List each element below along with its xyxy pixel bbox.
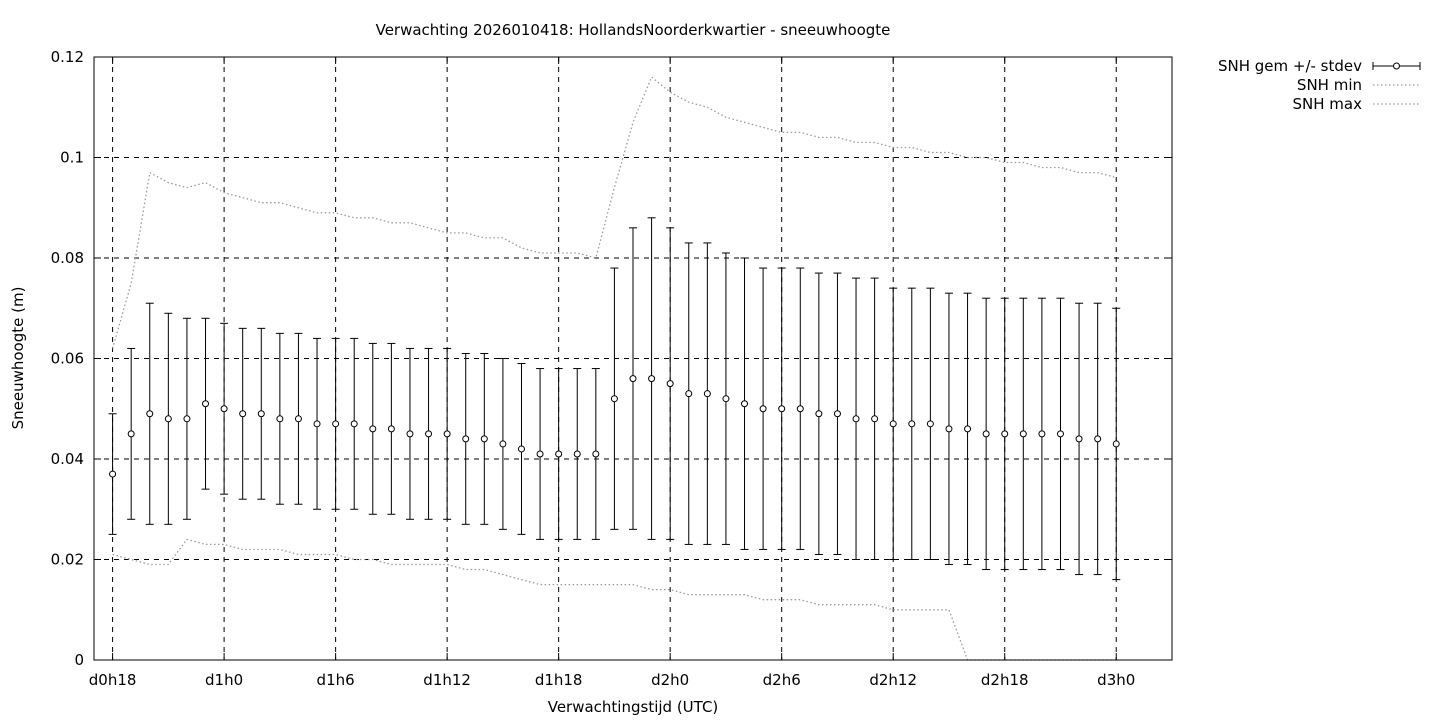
- mean-point: [815, 410, 823, 418]
- y-tick-label: 0.02: [51, 551, 84, 569]
- mean-point: [499, 440, 507, 448]
- legend-swatch-marker: [1393, 62, 1400, 70]
- mean-point: [685, 390, 693, 398]
- x-tick-label: d2h18: [981, 671, 1029, 689]
- mean-point: [1038, 430, 1046, 438]
- series-snh-mean: [108, 217, 1121, 581]
- mean-point: [573, 450, 581, 458]
- mean-point: [462, 435, 470, 443]
- mean-point: [648, 375, 656, 383]
- mean-point: [387, 425, 395, 433]
- x-tick-label: d0h18: [89, 671, 137, 689]
- mean-point: [239, 410, 247, 418]
- legend-label: SNH max: [1293, 95, 1363, 113]
- x-tick-label: d2h6: [763, 671, 801, 689]
- mean-point: [741, 400, 749, 408]
- mean-point: [127, 430, 135, 438]
- mean-point: [276, 415, 284, 423]
- x-tick-label: d1h18: [535, 671, 583, 689]
- mean-point: [1112, 440, 1120, 448]
- plot-frame: [93, 56, 1173, 661]
- mean-point: [202, 400, 210, 408]
- mean-point: [926, 420, 934, 428]
- mean-point: [666, 380, 674, 388]
- y-axis-label: Sneeuwhoogte (m): [9, 287, 27, 430]
- mean-point: [610, 395, 618, 403]
- mean-point: [555, 450, 563, 458]
- mean-point: [536, 450, 544, 458]
- y-tick-label: 0.08: [51, 249, 84, 267]
- mean-point: [871, 415, 879, 423]
- mean-point: [759, 405, 767, 413]
- x-tick-label: d3h0: [1097, 671, 1135, 689]
- mean-point: [889, 420, 897, 428]
- x-tick-label: d2h12: [869, 671, 917, 689]
- mean-point: [1019, 430, 1027, 438]
- axes: 0 0.02 0.04 0.06 0.08 0.1 0.12 d0h18 d1h0 d1h6 d1h…: [51, 48, 1172, 689]
- mean-point: [629, 375, 637, 383]
- y-tick-label: 0.04: [51, 450, 84, 468]
- chart-title: Verwachting 2026010418: HollandsNoorderk…: [376, 21, 891, 39]
- mean-point: [480, 435, 488, 443]
- mean-point: [443, 430, 451, 438]
- mean-point: [313, 420, 321, 428]
- mean-point: [1001, 430, 1009, 438]
- mean-point: [369, 425, 377, 433]
- mean-point: [722, 395, 730, 403]
- x-tick-label: d2h0: [651, 671, 689, 689]
- mean-point: [592, 450, 600, 458]
- mean-point: [1056, 430, 1064, 438]
- mean-point: [833, 410, 841, 418]
- mean-point: [852, 415, 860, 423]
- mean-point: [778, 405, 786, 413]
- x-tick-label: d1h6: [317, 671, 355, 689]
- mean-point: [406, 430, 414, 438]
- series-snh-max: [111, 76, 1117, 349]
- mean-point: [425, 430, 433, 438]
- mean-point: [517, 445, 525, 453]
- mean-point: [964, 425, 972, 433]
- y-tick-label: 0.06: [51, 350, 84, 368]
- y-tick-label: 0.1: [60, 149, 84, 167]
- mean-point: [109, 470, 117, 478]
- mean-point: [982, 430, 990, 438]
- mean-point: [1094, 435, 1102, 443]
- mean-point: [220, 405, 228, 413]
- x-axis-label: Verwachtingstijd (UTC): [548, 698, 719, 716]
- legend-label: SNH min: [1297, 76, 1362, 94]
- mean-point: [257, 410, 265, 418]
- mean-point: [1075, 435, 1083, 443]
- mean-point: [146, 410, 154, 418]
- x-tick-label: d1h0: [205, 671, 243, 689]
- mean-point: [164, 415, 172, 423]
- mean-point: [703, 390, 711, 398]
- legend-label: SNH gem +/- stdev: [1218, 57, 1362, 75]
- mean-point: [332, 420, 340, 428]
- mean-point: [945, 425, 953, 433]
- mean-point: [796, 405, 804, 413]
- snh-max-line: [111, 76, 1117, 349]
- mean-point: [294, 415, 302, 423]
- x-tick-label: d1h12: [423, 671, 471, 689]
- y-tick-label: 0: [74, 651, 84, 669]
- y-tick-label: 0.12: [51, 48, 84, 66]
- mean-point: [183, 415, 191, 423]
- mean-point: [908, 420, 916, 428]
- mean-point: [350, 420, 358, 428]
